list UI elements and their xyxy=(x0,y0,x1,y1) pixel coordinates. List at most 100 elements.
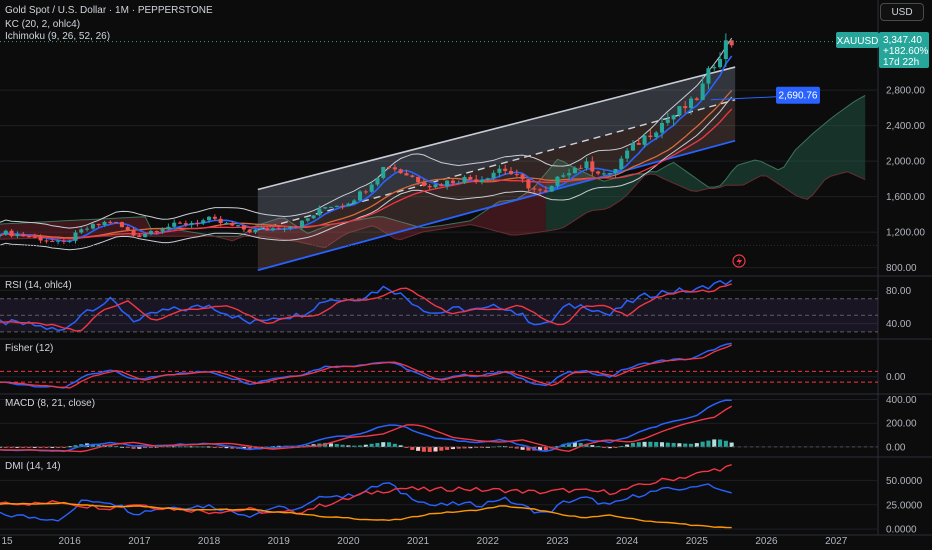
time-tick-label: 2016 xyxy=(59,536,82,547)
candle-body xyxy=(50,241,55,243)
keltner-channel xyxy=(0,37,733,251)
fisher-pane: 0.00 Fisher (12) xyxy=(0,342,906,389)
candle-body xyxy=(340,205,345,207)
time-tick-label: 2025 xyxy=(686,536,709,547)
candle-body xyxy=(683,106,688,109)
candle-body xyxy=(607,172,612,174)
macd-histogram-bar xyxy=(32,446,37,448)
candle-body xyxy=(282,228,287,230)
macd-histogram-bar xyxy=(334,444,339,447)
candle-body xyxy=(642,135,647,145)
candle-body xyxy=(218,218,223,224)
grid-lines xyxy=(0,0,932,536)
candle-body xyxy=(392,167,397,170)
candle-body xyxy=(195,223,200,225)
candle-body xyxy=(416,176,421,183)
candle-body xyxy=(108,221,113,223)
indicator-label: KC (20, 2, ohlc4) xyxy=(5,19,80,30)
time-tick-label: 2023 xyxy=(546,536,569,547)
candle-body xyxy=(474,179,479,183)
time-tick-label: 2020 xyxy=(337,536,360,547)
time-tick-label: 15 xyxy=(1,536,13,547)
macd-histogram-bar xyxy=(450,446,455,450)
candle-body xyxy=(21,234,26,237)
candle-body xyxy=(375,178,380,185)
candle-body xyxy=(543,190,548,192)
macd-histogram-bar xyxy=(723,440,728,447)
candle-body xyxy=(96,224,101,226)
time-tick-label: 2027 xyxy=(825,536,848,547)
candle-body xyxy=(485,178,490,180)
macd-histogram-bar xyxy=(56,446,61,448)
macd-histogram-bar xyxy=(404,446,409,448)
price-tag: XAUUSD 3,347.40+182.60%17d 22h xyxy=(836,32,929,68)
candle-body xyxy=(323,207,328,209)
fisher-tick-label: 0.00 xyxy=(886,372,906,383)
rsi-rsi-line xyxy=(0,279,733,332)
macd-histogram-bar xyxy=(38,446,43,448)
macd-histogram-bar xyxy=(688,443,694,447)
candle-body xyxy=(410,175,415,177)
candle-body xyxy=(44,240,49,242)
macd-signal xyxy=(0,405,733,453)
candle-body xyxy=(619,158,624,170)
candle-body xyxy=(630,142,635,151)
candle-body xyxy=(503,168,508,171)
macd-histogram-bar xyxy=(665,442,670,447)
candle-body xyxy=(32,236,37,238)
candles xyxy=(0,33,734,245)
macd-histogram-bar xyxy=(729,442,734,447)
candle-body xyxy=(497,168,502,173)
macd-histogram-bar xyxy=(218,446,223,448)
macd-histogram-bar xyxy=(108,445,113,447)
macd-histogram-bar xyxy=(462,446,467,449)
macd-histogram-bar xyxy=(421,446,426,452)
candle-body xyxy=(450,180,455,184)
candle-body xyxy=(15,234,20,237)
candle-body xyxy=(596,171,601,174)
price-tick-label: 2,800.00 xyxy=(886,86,925,97)
macd-histogram-bar xyxy=(375,442,380,447)
candle-body xyxy=(729,40,734,46)
candle-body xyxy=(85,228,90,230)
candle-body xyxy=(247,229,252,233)
candle-body xyxy=(236,225,241,227)
indicator-label: Ichimoku (9, 26, 52, 26) xyxy=(5,31,110,42)
macd-histogram-bar xyxy=(543,446,548,451)
candle-body xyxy=(590,161,595,172)
macd-histogram-bar xyxy=(61,446,66,448)
candle-body xyxy=(131,230,136,236)
macd-histogram-bar xyxy=(207,446,212,448)
macd-histogram-bar xyxy=(654,441,659,447)
macd-histogram-bar xyxy=(3,446,8,448)
candle-body xyxy=(334,205,339,207)
candle-body xyxy=(166,226,171,230)
candle-body xyxy=(90,224,95,229)
price-tag-symbol-box xyxy=(836,32,879,48)
macd-histogram-bar xyxy=(677,443,682,447)
candle-body xyxy=(659,122,665,133)
macd-histogram-bar xyxy=(328,443,334,447)
candle-body xyxy=(352,200,357,204)
macd-tick-label: 400.00 xyxy=(886,395,917,406)
macd-histogram-bar xyxy=(433,446,438,452)
price-tick-label: 800.00 xyxy=(886,263,917,274)
price-tag-last: 3,347.40 xyxy=(883,35,922,46)
dmi-tick-label: 25.0000 xyxy=(886,500,923,511)
dmi-tick-label: 0.0000 xyxy=(886,525,917,536)
currency-button[interactable]: USD xyxy=(880,3,924,21)
time-tick-label: 2018 xyxy=(198,536,221,547)
candle-body xyxy=(654,132,659,137)
rsi-rsi-signal xyxy=(0,283,732,332)
macd-histogram-bar xyxy=(439,446,444,451)
macd-histogram-bar xyxy=(601,446,606,448)
candle-body xyxy=(712,67,717,69)
macd-histogram-bar xyxy=(613,446,618,448)
candle-body xyxy=(270,228,275,231)
level-tag-box xyxy=(776,86,820,104)
candle-body xyxy=(224,222,229,224)
candle-body xyxy=(148,231,154,235)
candle-body xyxy=(694,98,699,101)
candle-body xyxy=(212,216,217,219)
